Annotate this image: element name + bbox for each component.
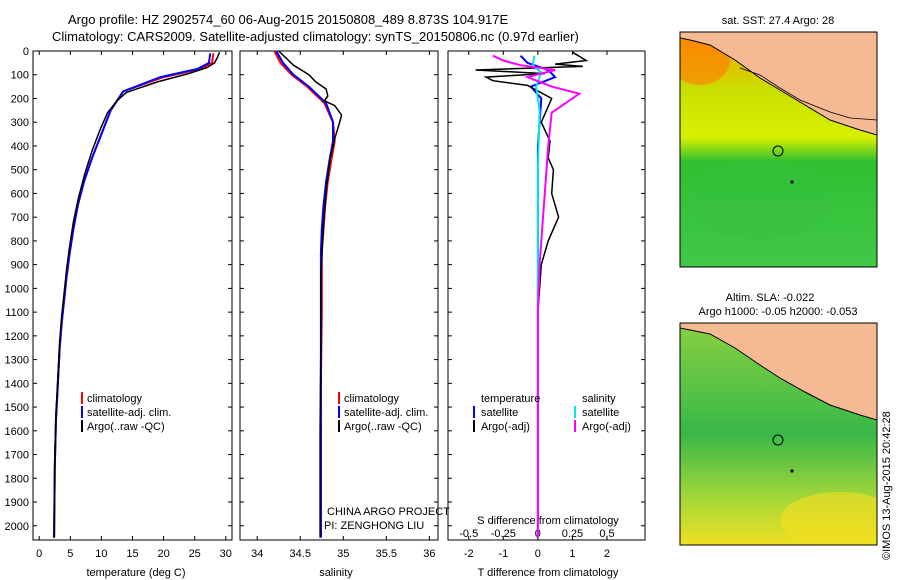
high-sla-patch xyxy=(780,492,877,545)
y-tick-label: 600 xyxy=(11,188,29,200)
x-tick-label-s: 0.25 xyxy=(562,528,583,540)
legend-difference-panel: temperature satellite Argo(-adj) salinit… xyxy=(473,393,631,433)
x-tick-label: 5 xyxy=(67,548,73,560)
y-tick-label: 2000 xyxy=(5,521,29,533)
island-dot xyxy=(790,469,794,473)
legend-label-sal-argo: Argo(-adj) xyxy=(582,421,631,433)
x-tick-label-s: -0.25 xyxy=(491,528,516,540)
x-tick-label: 15 xyxy=(126,548,138,560)
pi-label: PI: ZENGHONG LIU xyxy=(324,520,424,532)
y-tick-label: 300 xyxy=(11,117,29,129)
legend-label-climatology: climatology xyxy=(344,393,400,405)
legend-salinity-panel: climatology satellite-adj. clim. Argo(..… xyxy=(338,392,428,433)
map-sla-frame xyxy=(679,322,878,546)
x-tick-label: 35.5 xyxy=(376,548,397,560)
plot-frame xyxy=(447,50,646,541)
legend-title-temperature: temperature xyxy=(481,393,540,405)
x-tick-label: 30 xyxy=(220,548,232,560)
x-axis-label-salinity: salinity xyxy=(319,567,353,579)
x-tick-label: 20 xyxy=(157,548,169,560)
x-axis-label-s-difference: S difference from climatology xyxy=(477,515,619,527)
series-line xyxy=(53,51,221,538)
series-line xyxy=(278,50,343,538)
y-tick-label: 1700 xyxy=(5,450,29,462)
x-axis-label-t-difference: T difference from climatology xyxy=(478,567,619,579)
coastline xyxy=(739,67,877,121)
y-tick-label: 1900 xyxy=(5,497,29,509)
x-tick-label: 0 xyxy=(36,548,42,560)
x-tick-label: 36 xyxy=(423,548,435,560)
x-tick-label: 1 xyxy=(569,548,575,560)
legend-label-argo: Argo(..raw -QC) xyxy=(344,421,422,433)
x-tick-label: 35 xyxy=(337,548,349,560)
x-tick-label: -1 xyxy=(498,548,508,560)
legend-label-temp-argo: Argo(-adj) xyxy=(481,421,530,433)
project-label: CHINA ARGO PROJECT xyxy=(327,506,450,518)
legend-label-satellite: satellite-adj. clim. xyxy=(344,407,428,419)
y-tick-label: 400 xyxy=(11,141,29,153)
legend-label-temp-satellite: satellite xyxy=(481,407,518,419)
x-tick-label: 25 xyxy=(189,548,201,560)
plot-frame xyxy=(239,50,439,541)
map-sst: sat. SST: 27.4 Argo: 28 xyxy=(679,15,878,268)
x-axis-label-temperature: temperature (deg C) xyxy=(86,567,185,579)
x-tick-label: 34 xyxy=(251,548,263,560)
legend-label-satellite: satellite-adj. clim. xyxy=(87,407,171,419)
map-sla: Altim. SLA: -0.022 Argo h1000: -0.05 h20… xyxy=(679,292,878,546)
y-tick-label: 1200 xyxy=(5,331,29,343)
y-tick-label: 700 xyxy=(11,212,29,224)
y-tick-label: 900 xyxy=(11,260,29,272)
map-sla-subtitle: Argo h1000: -0.05 h2000: -0.053 xyxy=(698,306,857,318)
map-sst-frame xyxy=(679,31,878,268)
legend-title-salinity: salinity xyxy=(582,393,616,405)
x-tick-label-s: -0.5 xyxy=(459,528,478,540)
x-tick-label: -2 xyxy=(464,548,474,560)
y-tick-label: 1400 xyxy=(5,378,29,390)
figure-title-line1: Argo profile: HZ 2902574_60 06-Aug-2015 … xyxy=(68,12,509,27)
argo-position-marker xyxy=(772,145,784,157)
y-tick-label: 800 xyxy=(11,236,29,248)
y-tick-label: 200 xyxy=(11,93,29,105)
series-line xyxy=(475,51,589,538)
island-dot xyxy=(790,180,794,184)
x-tick-label: 2 xyxy=(604,548,610,560)
legend-label-climatology: climatology xyxy=(87,393,143,405)
y-tick-label: 100 xyxy=(11,70,29,82)
y-tick-label: 1600 xyxy=(5,426,29,438)
salinity-panel: 34 34.5 35 35.5 36 xyxy=(239,50,439,560)
y-tick-label: 1300 xyxy=(5,355,29,367)
legend-label-sal-satellite: satellite xyxy=(582,407,619,419)
land-sumatra-java xyxy=(680,323,877,421)
y-tick-label: 1500 xyxy=(5,402,29,414)
map-sst-title: sat. SST: 27.4 Argo: 28 xyxy=(722,15,835,27)
x-tick-label: 34.5 xyxy=(290,548,311,560)
x-tick-label-s: 0.5 xyxy=(599,528,614,540)
land-sumatra-java xyxy=(680,32,877,136)
series-line xyxy=(492,54,582,538)
legend-temperature-panel: climatology satellite-adj. clim. Argo(..… xyxy=(81,392,171,433)
y-tick-label: 1000 xyxy=(5,283,29,295)
legend-label-argo: Argo(..raw -QC) xyxy=(87,421,165,433)
plot-frame xyxy=(32,50,233,541)
difference-panel: -2 -1 0 1 2-0.5 -0.25 0 0.25 0.5 xyxy=(447,50,646,560)
y-tick-label: 1800 xyxy=(5,473,29,485)
x-tick-label: 0 xyxy=(535,548,541,560)
y-tick-label: 1100 xyxy=(5,307,29,319)
y-tick-label: 500 xyxy=(11,165,29,177)
argo-position-marker xyxy=(772,434,784,446)
figure-title-line2: Climatology: CARS2009. Satellite-adjuste… xyxy=(52,29,579,44)
map-sla-title: Altim. SLA: -0.022 xyxy=(726,292,815,304)
temperature-panel: 0100200300400500600700800900100011001200… xyxy=(5,46,233,560)
y-tick-label: 0 xyxy=(23,46,29,58)
cool-patch xyxy=(690,160,830,240)
x-tick-label: 10 xyxy=(95,548,107,560)
